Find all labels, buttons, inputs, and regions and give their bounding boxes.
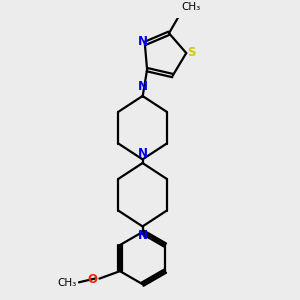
Text: N: N bbox=[137, 147, 148, 160]
Text: O: O bbox=[88, 273, 98, 286]
Text: CH₃: CH₃ bbox=[181, 2, 200, 12]
Text: N: N bbox=[137, 229, 148, 242]
Text: N: N bbox=[137, 80, 148, 93]
Text: N: N bbox=[138, 35, 148, 48]
Text: CH₃: CH₃ bbox=[57, 278, 76, 288]
Text: S: S bbox=[187, 46, 195, 59]
